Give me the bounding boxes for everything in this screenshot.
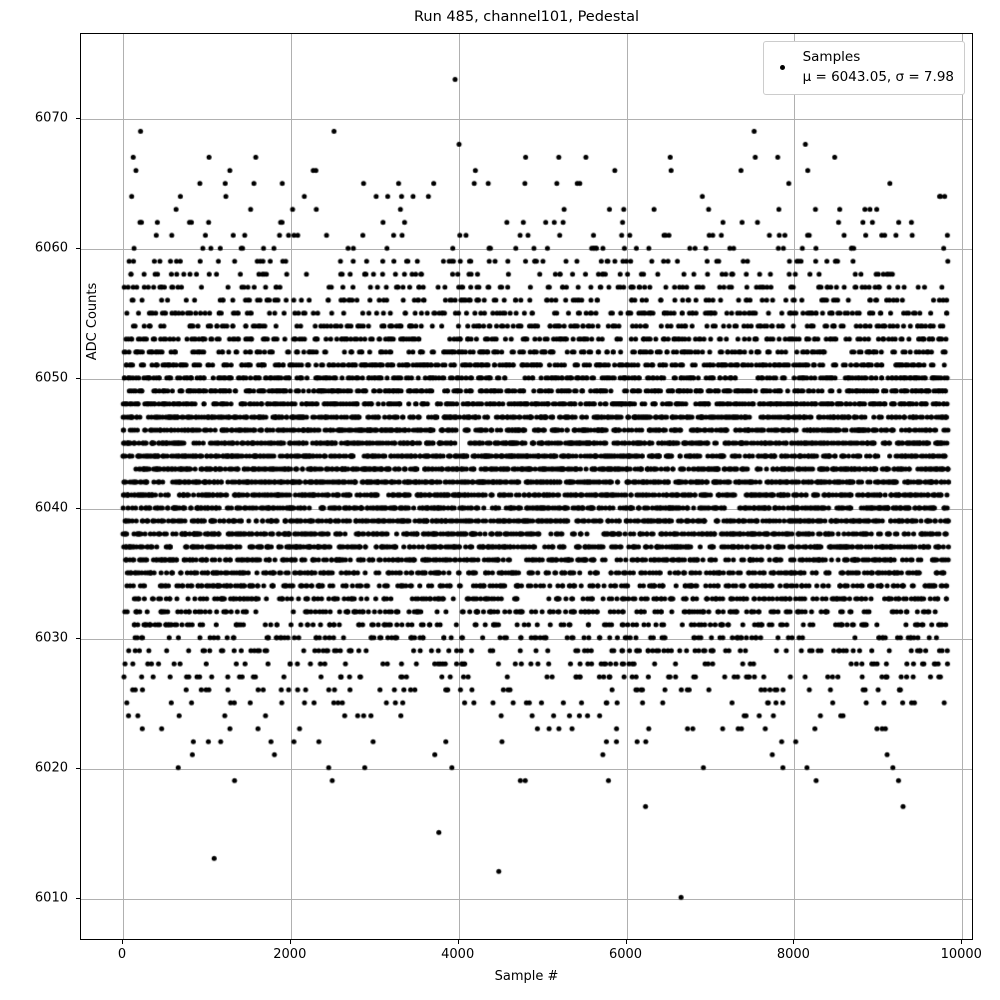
- x-tick-label: 4000: [441, 947, 475, 962]
- y-tick-label: 6030: [34, 630, 68, 646]
- x-tick-label: 2000: [273, 947, 307, 962]
- x-tick-label: 8000: [776, 947, 810, 962]
- x-tick-label: 0: [117, 947, 127, 962]
- x-tick-mark: [458, 940, 459, 944]
- x-tick-mark: [626, 940, 627, 944]
- page-title: Run 485, channel101, Pedestal: [413, 9, 639, 25]
- y-tick-mark: [76, 378, 80, 379]
- y-tick-mark: [76, 508, 80, 509]
- y-tick-label: 6040: [34, 500, 68, 516]
- y-tick-label: 6010: [34, 890, 68, 906]
- x-tick-label: 10000: [940, 947, 982, 962]
- y-tick-mark: [76, 118, 80, 119]
- y-tick-label: 6020: [34, 760, 68, 776]
- x-axis-label: Sample #: [494, 969, 559, 984]
- scatter-data-layer: [81, 34, 972, 939]
- x-tick-mark: [961, 940, 962, 944]
- y-tick-mark: [76, 638, 80, 639]
- y-tick-mark: [76, 248, 80, 249]
- x-tick-mark: [290, 940, 291, 944]
- legend-point-marker-icon: [772, 65, 794, 71]
- legend-entry-label: Samples: [802, 49, 861, 65]
- y-axis-label: ADC Counts: [85, 282, 100, 361]
- y-tick-mark: [76, 768, 80, 769]
- legend-entry-stats: μ = 6043.05, σ = 7.98: [802, 68, 954, 85]
- x-tick-mark: [122, 940, 123, 944]
- x-tick-mark: [793, 940, 794, 944]
- y-tick-label: 6070: [34, 110, 68, 126]
- plot-area: Samples μ = 6043.05, σ = 7.98: [80, 33, 973, 940]
- y-tick-mark: [76, 898, 80, 899]
- legend[interactable]: Samples μ = 6043.05, σ = 7.98: [762, 41, 965, 96]
- x-tick-label: 6000: [608, 947, 643, 962]
- y-tick-label: 6050: [34, 370, 68, 386]
- y-tick-label: 6060: [34, 240, 68, 256]
- legend-text: Samples μ = 6043.05, σ = 7.98: [803, 48, 954, 87]
